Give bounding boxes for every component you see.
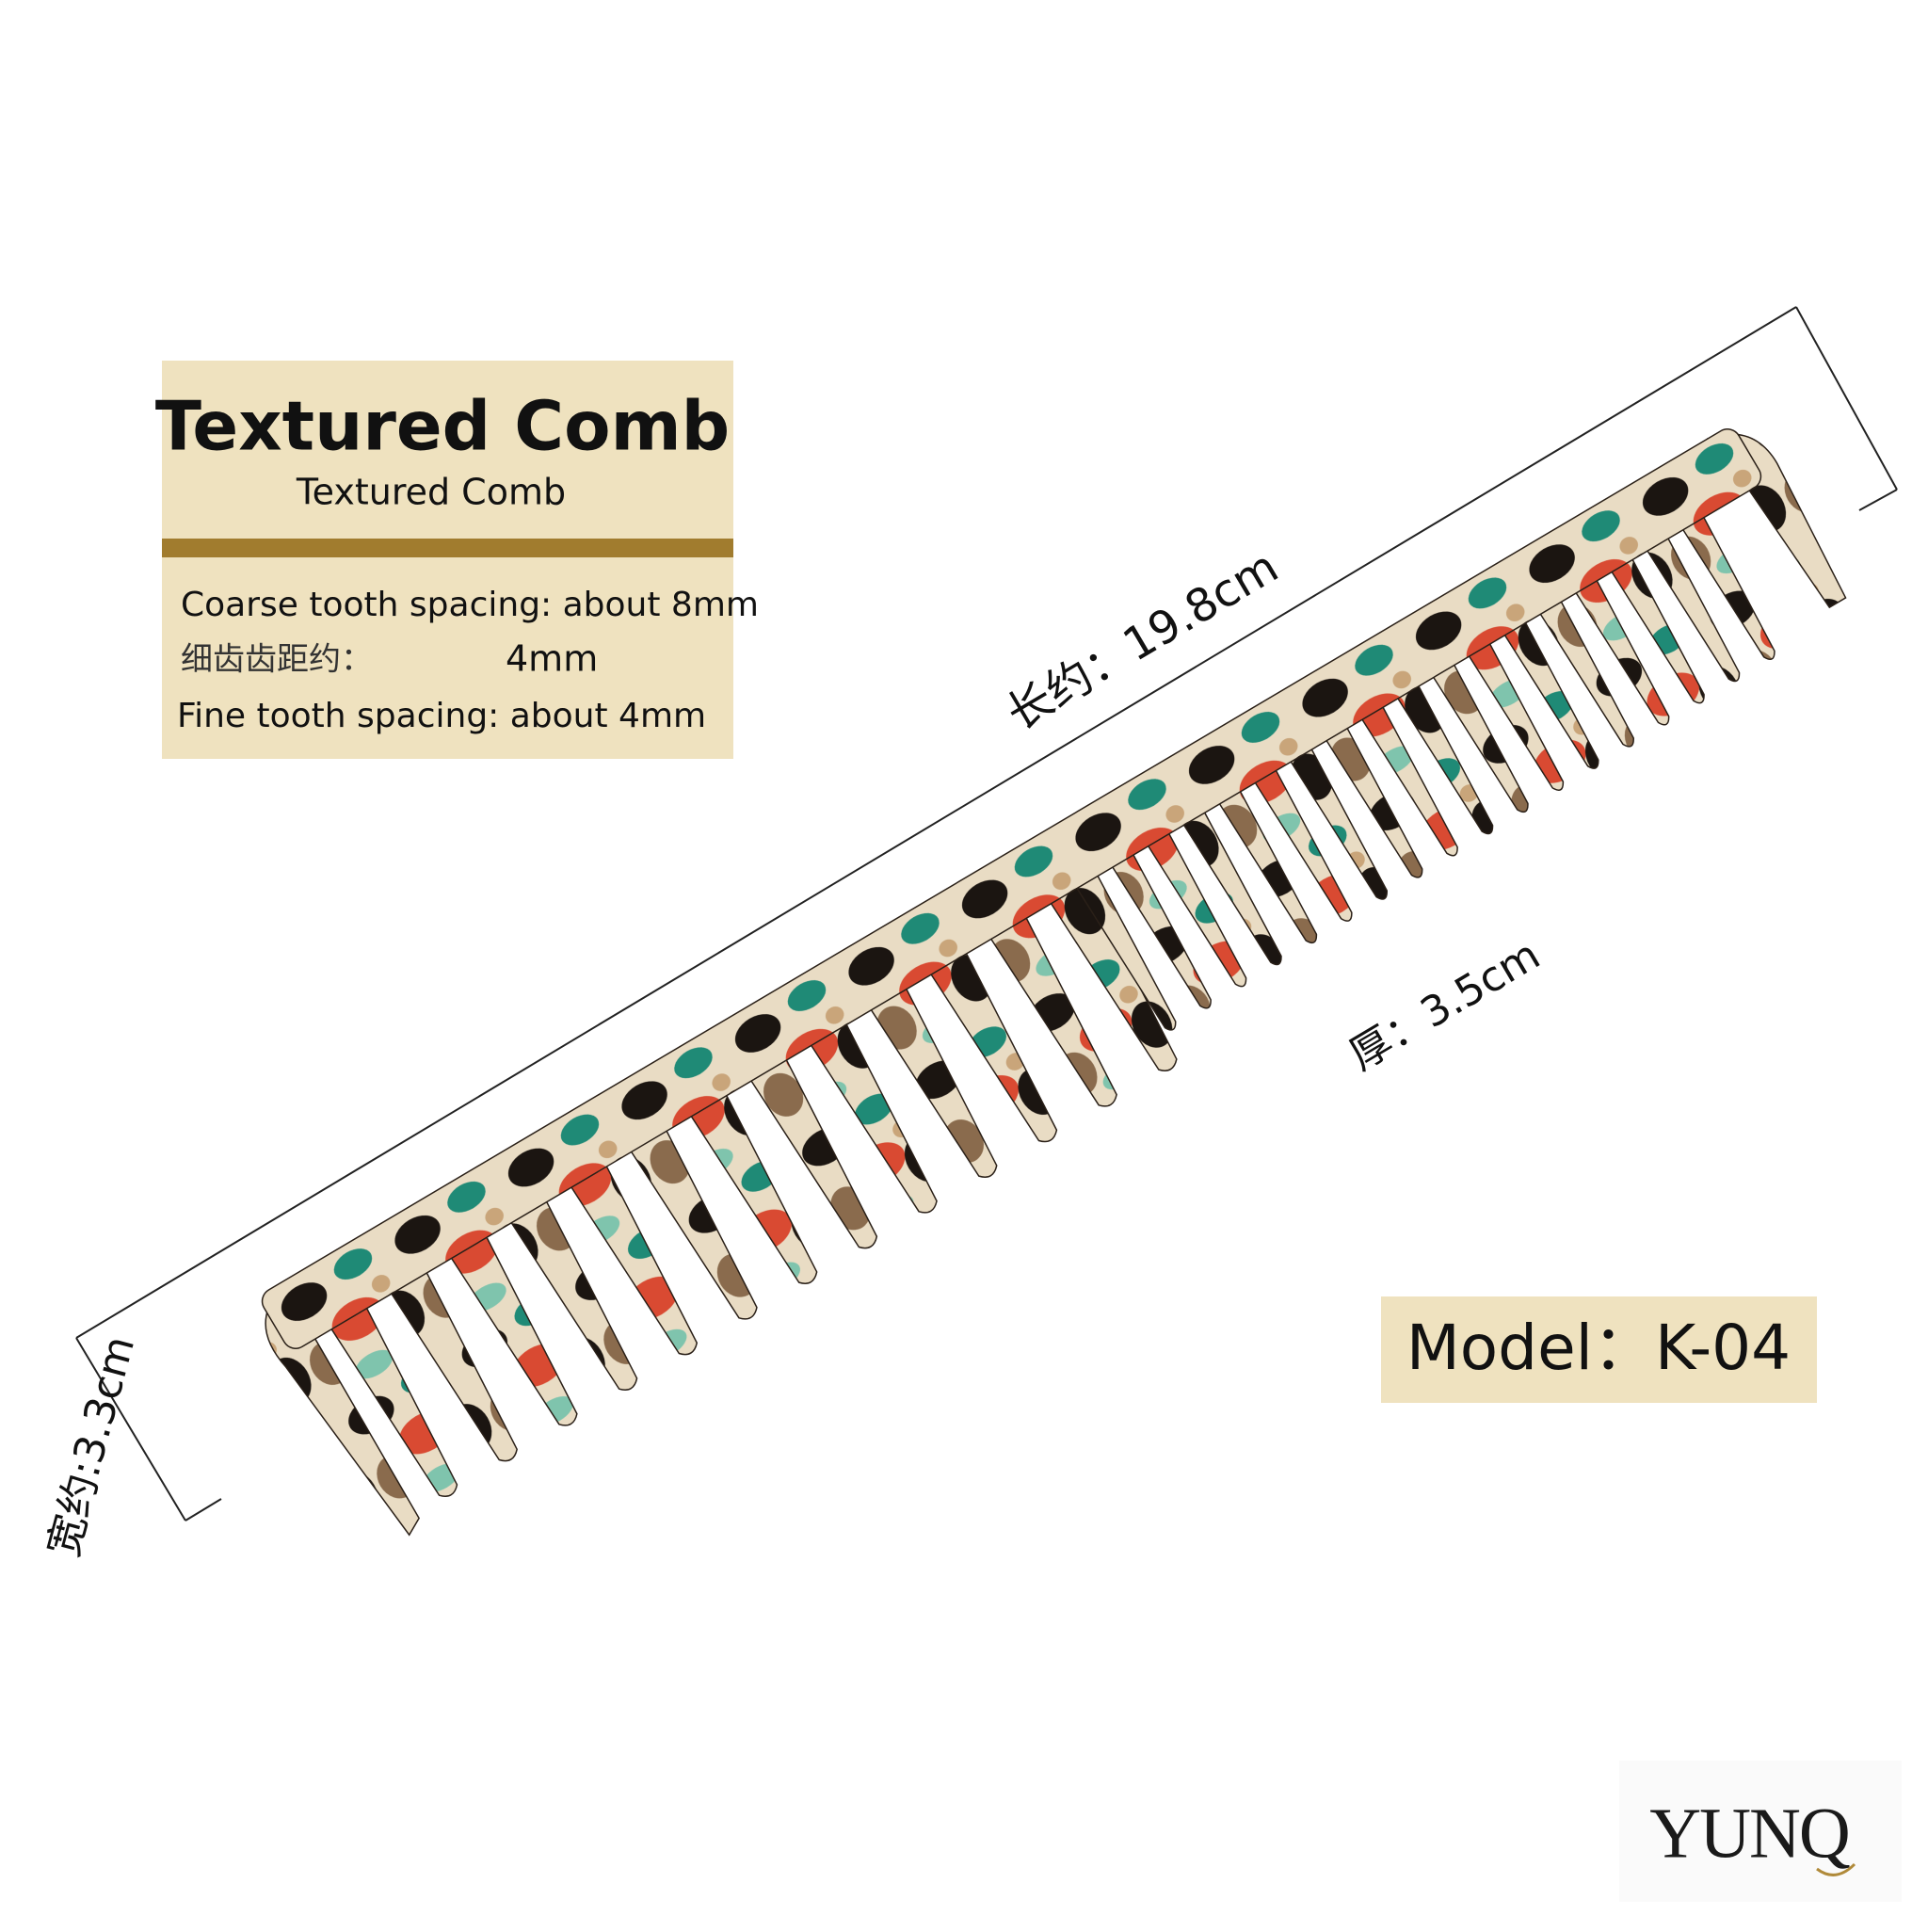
subtitle: Textured Comb <box>296 472 566 513</box>
comb-tooth <box>1047 877 1178 1071</box>
comb-tooth <box>1608 555 1705 704</box>
comb-tooth <box>1465 638 1565 791</box>
comb-tooth <box>388 1267 518 1462</box>
title-card <box>162 361 733 759</box>
spec-line: 细齿齿距约： <box>181 641 373 679</box>
comb <box>261 428 1847 1537</box>
comb-tooth <box>1180 807 1282 966</box>
comb-tooth <box>747 1055 878 1249</box>
model-card <box>1381 1296 1817 1403</box>
comb-tooth <box>447 1232 578 1426</box>
comb-tooth <box>328 1303 458 1497</box>
spec-line: Coarse tooth spacing: about 8mm <box>181 586 759 624</box>
comb-tooth <box>687 1090 818 1284</box>
comb-tooth <box>1251 765 1353 922</box>
comb-tooth <box>568 1161 699 1356</box>
spec-line: Fine tooth spacing: about 4mm <box>177 697 706 735</box>
comb-tooth <box>927 948 1058 1143</box>
length-label: 长约：19.8cm <box>998 540 1287 741</box>
comb-tooth <box>1358 701 1458 857</box>
thickness-label: 厚：3.5cm <box>1342 931 1549 1080</box>
spec-line: 4mm <box>506 638 598 680</box>
comb-tooth <box>1536 596 1634 748</box>
brand-backdrop <box>1619 1761 1902 1902</box>
comb-tooth <box>1145 829 1247 988</box>
divider <box>162 539 733 557</box>
comb-tooth <box>1394 681 1494 835</box>
comb-tooth <box>1572 575 1670 726</box>
comb-tooth <box>507 1197 638 1391</box>
comb-tooth <box>1073 870 1177 1031</box>
comb-tooth <box>988 912 1117 1107</box>
comb-spine <box>261 428 1762 1349</box>
title: Textured Comb <box>155 387 730 466</box>
comb-tooth <box>627 1125 758 1320</box>
comb-tooth <box>1287 744 1388 900</box>
comb-tooth <box>1323 723 1423 878</box>
comb-tooth <box>1215 786 1318 944</box>
comb-tooth <box>1501 618 1599 769</box>
comb-tooth <box>1109 849 1212 1009</box>
comb-end <box>265 1312 420 1537</box>
comb-tooth <box>1679 512 1775 661</box>
comb-tooth <box>1644 533 1741 683</box>
brand-flourish <box>1816 1862 1856 1876</box>
comb-tooth <box>867 984 998 1178</box>
dimension-lines <box>75 306 1898 1521</box>
brand-logo: YUNQ <box>1649 1794 1850 1873</box>
model-label: Model：K-04 <box>1406 1312 1791 1384</box>
comb-tooth <box>808 1019 938 1214</box>
width-label: 宽约:3.3cm <box>40 1331 144 1562</box>
comb-tooth <box>1430 660 1529 813</box>
